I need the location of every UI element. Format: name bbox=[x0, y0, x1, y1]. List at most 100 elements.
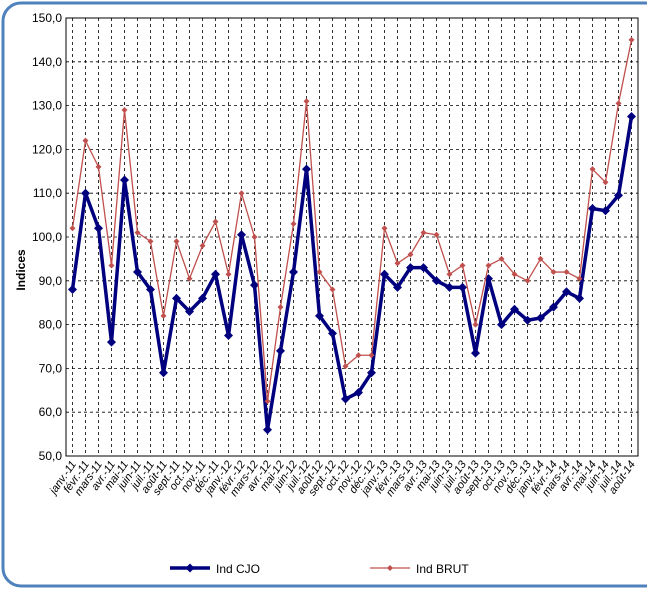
marker bbox=[160, 312, 167, 319]
marker bbox=[497, 320, 506, 330]
marker bbox=[224, 331, 233, 341]
marker bbox=[134, 229, 141, 236]
marker bbox=[94, 223, 103, 233]
marker bbox=[615, 100, 622, 107]
marker bbox=[199, 242, 206, 249]
marker bbox=[173, 238, 180, 245]
marker bbox=[68, 285, 77, 295]
marker bbox=[380, 269, 389, 279]
marker bbox=[95, 163, 102, 170]
y-tick-label: 50,0 bbox=[39, 449, 63, 463]
marker bbox=[420, 229, 427, 236]
marker bbox=[576, 275, 583, 282]
marker bbox=[510, 304, 519, 314]
marker bbox=[627, 112, 636, 122]
marker bbox=[549, 302, 558, 312]
marker bbox=[69, 225, 76, 232]
marker bbox=[407, 251, 414, 258]
y-tick-label: 60,0 bbox=[39, 405, 63, 419]
y-tick-label: 70,0 bbox=[39, 361, 63, 375]
marker bbox=[433, 231, 440, 238]
legend-marker bbox=[185, 563, 195, 573]
marker bbox=[212, 218, 219, 225]
marker bbox=[498, 255, 505, 262]
marker bbox=[537, 255, 544, 262]
marker bbox=[315, 311, 324, 321]
marker bbox=[185, 306, 194, 316]
marker bbox=[511, 271, 518, 278]
legend-marker bbox=[387, 565, 393, 571]
y-tick-label: 110,0 bbox=[33, 186, 62, 200]
legend-label: Ind BRUT bbox=[416, 562, 469, 576]
y-tick-label: 100,0 bbox=[32, 230, 62, 244]
marker bbox=[536, 313, 545, 323]
marker bbox=[419, 263, 428, 273]
marker bbox=[355, 352, 362, 359]
marker bbox=[238, 190, 245, 197]
marker bbox=[341, 394, 350, 404]
marker bbox=[563, 269, 570, 276]
marker bbox=[588, 204, 597, 214]
marker bbox=[264, 398, 271, 405]
y-tick-label: 90,0 bbox=[39, 274, 63, 288]
y-tick-label: 120,0 bbox=[32, 142, 62, 156]
marker bbox=[381, 225, 388, 232]
marker bbox=[367, 368, 376, 378]
y-tick-label: 130,0 bbox=[32, 99, 62, 113]
marker bbox=[562, 287, 571, 297]
y-tick-label: 140,0 bbox=[32, 55, 62, 69]
marker bbox=[211, 269, 220, 279]
legend-label: Ind CJO bbox=[216, 562, 260, 576]
marker bbox=[601, 206, 610, 216]
marker bbox=[107, 337, 116, 347]
marker bbox=[146, 285, 155, 295]
marker bbox=[575, 293, 584, 303]
marker bbox=[289, 267, 298, 277]
marker bbox=[303, 98, 310, 105]
marker bbox=[485, 262, 492, 269]
marker bbox=[302, 164, 311, 174]
marker bbox=[471, 348, 480, 358]
y-tick-label: 80,0 bbox=[39, 318, 63, 332]
marker bbox=[523, 315, 532, 325]
marker bbox=[172, 293, 181, 303]
marker bbox=[159, 368, 168, 378]
marker bbox=[120, 175, 129, 185]
marker bbox=[147, 238, 154, 245]
marker bbox=[406, 263, 415, 273]
marker bbox=[342, 363, 349, 370]
marker bbox=[316, 269, 323, 276]
marker bbox=[368, 352, 375, 359]
marker bbox=[432, 276, 441, 286]
marker bbox=[276, 346, 285, 356]
marker bbox=[237, 230, 246, 240]
marker bbox=[198, 293, 207, 303]
marker bbox=[108, 262, 115, 269]
marker bbox=[628, 36, 635, 43]
marker bbox=[133, 267, 142, 277]
marker bbox=[445, 282, 454, 292]
marker bbox=[524, 277, 531, 284]
marker bbox=[354, 387, 363, 397]
y-tick-label: 150,0 bbox=[32, 11, 62, 25]
marker bbox=[82, 137, 89, 144]
marker bbox=[472, 321, 479, 328]
marker bbox=[121, 106, 128, 113]
marker bbox=[550, 269, 557, 276]
marker bbox=[329, 286, 336, 293]
marker bbox=[614, 190, 623, 200]
series-line bbox=[71, 39, 633, 402]
marker bbox=[458, 282, 467, 292]
marker bbox=[589, 166, 596, 173]
marker bbox=[394, 260, 401, 267]
marker bbox=[290, 220, 297, 227]
marker bbox=[446, 271, 453, 278]
marker bbox=[277, 304, 284, 311]
marker bbox=[225, 271, 232, 278]
marker bbox=[250, 280, 259, 290]
marker bbox=[602, 179, 609, 186]
marker bbox=[263, 425, 272, 435]
